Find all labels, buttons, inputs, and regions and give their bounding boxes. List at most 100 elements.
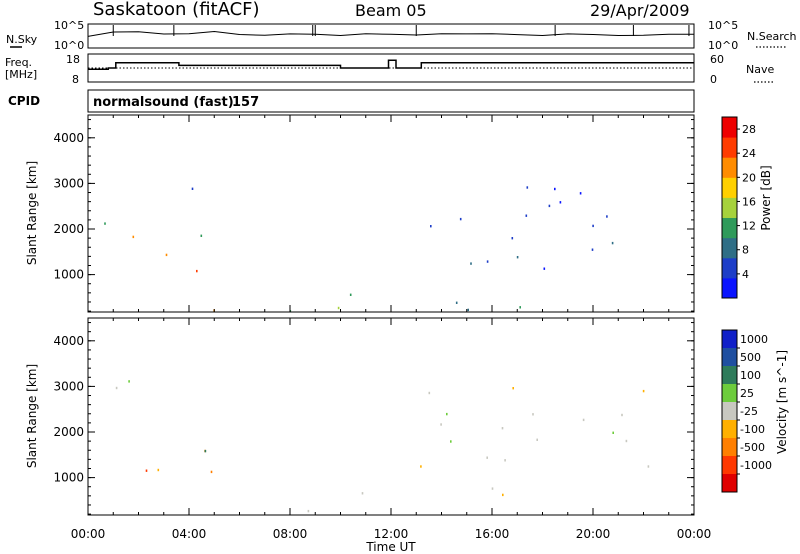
noise-right-tick-high: 10^5 (708, 19, 738, 32)
freq-tick-low: 8 (72, 73, 79, 86)
data-cell (486, 456, 488, 459)
station-title: Saskatoon (fitACF) (93, 0, 260, 20)
noise-sky-line (87, 30, 695, 37)
velocity-colorbar-segment (722, 456, 737, 475)
data-cell (642, 389, 645, 393)
freq-tick-high: 18 (66, 53, 80, 66)
data-cell (467, 308, 469, 312)
velocity-colorbar-segment (722, 366, 737, 385)
data-cell (582, 418, 585, 422)
data-cell (554, 187, 556, 191)
velocity-axes: 1000 2000 3000 4000 (53, 318, 695, 515)
velocity-colorbar-tick-label: -500 (740, 441, 765, 454)
data-cell (501, 427, 504, 430)
noise-tick-low: 10^0 (54, 39, 84, 52)
data-cell (157, 468, 160, 472)
power-colorbar: 4 8 12 16 20 24 28 (721, 116, 756, 299)
time-axis-ticklabels: 00:00 04:00 08:00 12:00 16:00 20:00 00:00 (71, 527, 712, 541)
data-cell (526, 186, 529, 189)
data-cell (210, 470, 213, 474)
cpid-panel-frame (87, 89, 695, 113)
data-cell (459, 217, 462, 221)
freq-label-line2: [MHz] (5, 68, 37, 81)
y-tick-label: 4000 (53, 131, 84, 145)
nave-tick-low: 0 (710, 73, 717, 86)
data-cell (455, 301, 458, 304)
freq-line (88, 59, 694, 71)
power-colorbar-segment (722, 137, 737, 158)
cpid-program: normalsound (fast) (93, 95, 234, 110)
data-cell (196, 269, 198, 273)
y-tick-label: 3000 (53, 379, 84, 393)
x-tick-label: 20:00 (576, 527, 611, 541)
power-colorbar-tick-label: 4 (742, 268, 749, 281)
power-colorbar-tick-label: 28 (742, 123, 756, 136)
nave-tick-high: 60 (710, 53, 724, 66)
power-colorbar-tick-label: 8 (742, 244, 749, 257)
data-cell (511, 237, 514, 240)
data-cell (611, 241, 614, 245)
time-axis-label: Time UT (365, 540, 416, 554)
data-cell (132, 235, 135, 239)
data-cell (532, 413, 534, 416)
power-colorbar-frame (721, 116, 738, 299)
power-colorbar-segment (722, 237, 737, 259)
data-cell (559, 201, 562, 204)
y-tick-label: 4000 (53, 334, 84, 348)
power-colorbar-tick-label: 24 (742, 147, 756, 160)
data-cell (200, 234, 203, 237)
data-cell (543, 267, 546, 270)
data-cell (612, 431, 614, 434)
freq-label-line1: Freq. (5, 56, 32, 69)
velocity-colorbar-frame (721, 329, 738, 493)
velocity-colorbar-segment (722, 330, 737, 349)
y-tick-label: 1000 (53, 268, 84, 282)
noise-right-tick-low: 10^0 (708, 39, 738, 52)
data-cell (145, 469, 148, 472)
y-tick-label: 1000 (53, 471, 84, 485)
data-cell (428, 391, 431, 395)
data-cell (349, 293, 352, 296)
data-cell (504, 459, 506, 462)
data-cell (591, 248, 594, 251)
y-tick-label: 2000 (53, 222, 84, 236)
noise-right-label: N.Search (747, 30, 797, 43)
power-colorbar-segment (722, 217, 737, 239)
x-tick-label: 08:00 (273, 527, 308, 541)
power-colorbar-label: Power [dB] (759, 165, 773, 230)
power-colorbar-segment (722, 157, 737, 178)
nave-label: Nave (746, 63, 774, 76)
x-tick-label: 04:00 (172, 527, 207, 541)
velocity-colorbar-label: Velocity [m s^-1] (775, 350, 789, 454)
date-label: 29/Apr/2009 (590, 1, 690, 20)
data-cell (446, 412, 448, 416)
data-cell (165, 253, 168, 257)
power-colorbar-tick-label: 12 (742, 220, 756, 233)
data-cell (525, 214, 528, 217)
data-cell (512, 387, 514, 390)
velocity-colorbar-tick-label: -100 (740, 423, 765, 436)
x-tick-label: 16:00 (475, 527, 510, 541)
velocity-colorbar-tick-label: -1000 (740, 459, 772, 472)
power-colorbar-segment (722, 177, 737, 198)
velocity-colorbar-tick-label: 100 (740, 369, 761, 382)
data-cell (621, 413, 623, 417)
data-cell (491, 487, 494, 490)
data-cell (420, 465, 422, 468)
power-colorbar-segment (722, 257, 737, 279)
velocity-heatmap (115, 380, 650, 513)
velocity-colorbar-tick-label: 1000 (740, 333, 768, 346)
velocity-colorbar-segment (722, 420, 737, 439)
power-colorbar-segment (722, 197, 737, 218)
velocity-colorbar-segment (722, 348, 737, 367)
power-colorbar-segment (722, 117, 737, 138)
power-axes: 1000 2000 3000 4000 (53, 115, 695, 312)
data-cell (430, 225, 432, 228)
data-cell (606, 215, 608, 218)
velocity-colorbar-tick-label: 500 (740, 351, 761, 364)
velocity-colorbar-tick-label: -25 (740, 405, 758, 418)
noise-tick-high: 10^5 (54, 19, 84, 32)
data-cell (450, 440, 452, 443)
cpid-label: CPID (8, 94, 40, 108)
